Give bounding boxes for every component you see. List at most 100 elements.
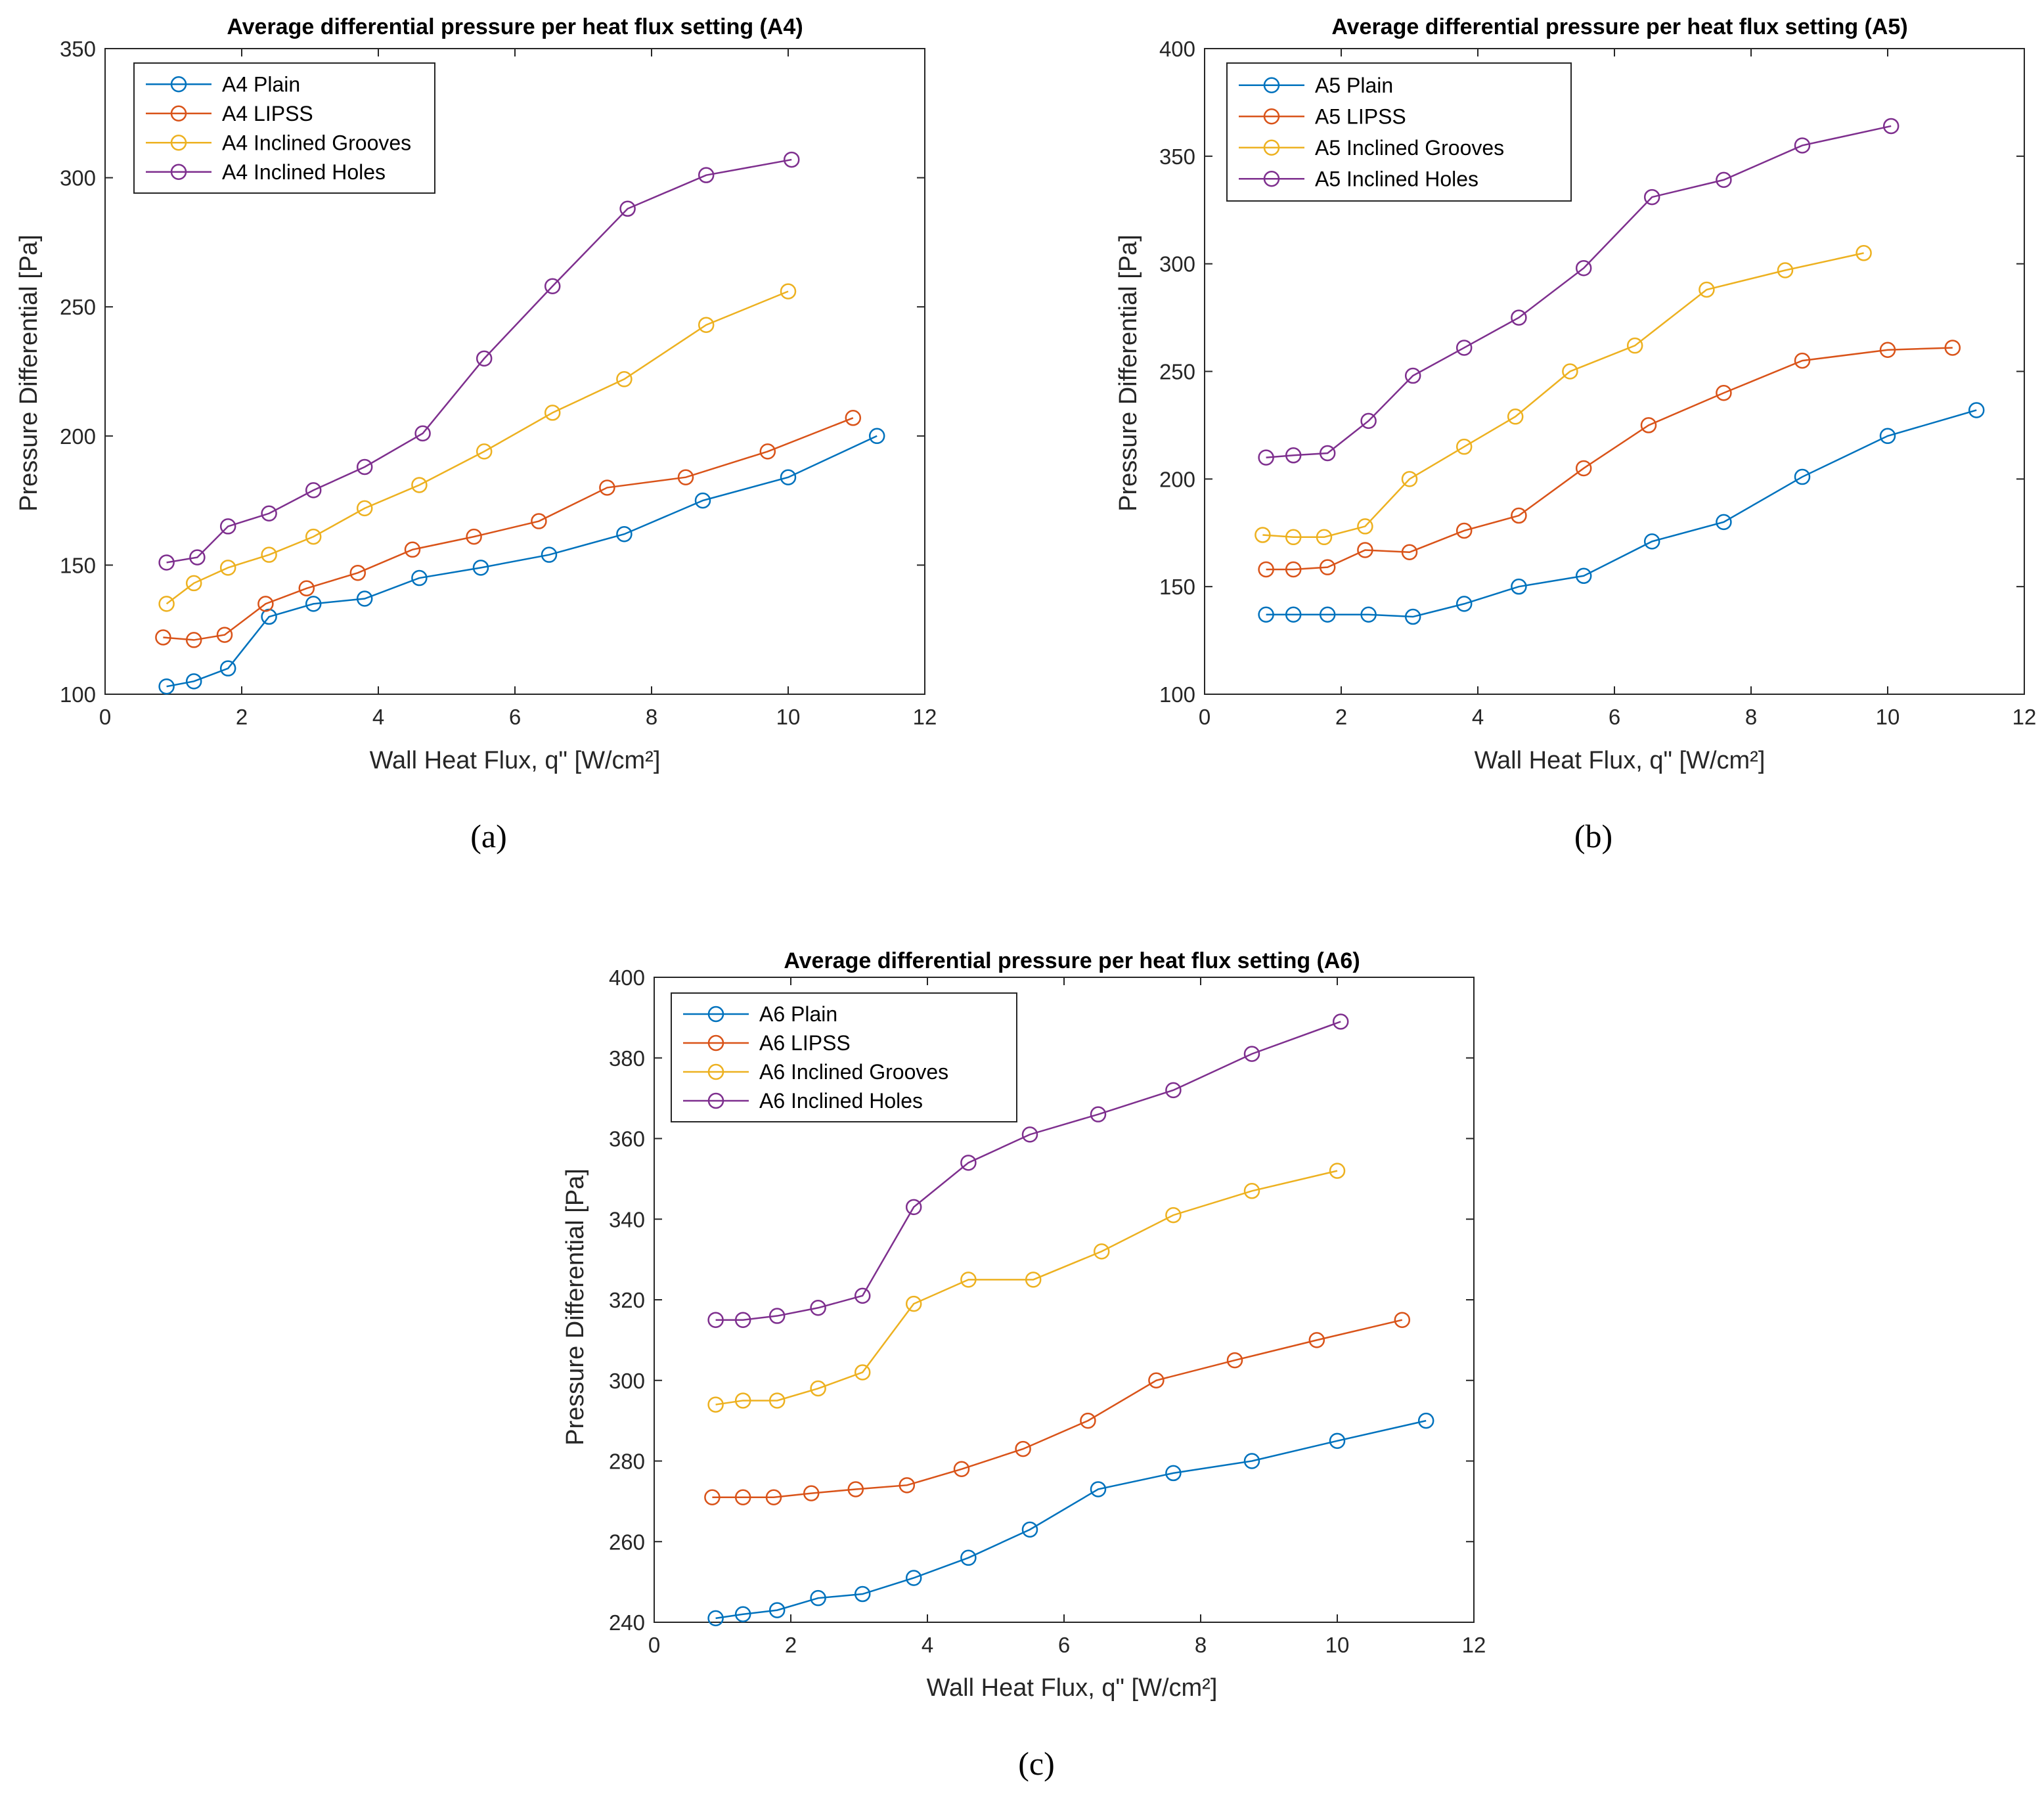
y-tick-label: 100 [60, 682, 96, 707]
data-point-lipss [1511, 507, 1527, 524]
data-point-holes [1882, 118, 1900, 135]
panel-b: Average differential pressure per heat f… [1115, 14, 2036, 854]
x-tick-label: 6 [509, 705, 521, 729]
y-tick-label: 350 [60, 37, 96, 61]
data-point-grooves [1401, 471, 1418, 487]
legend-marker-holes [707, 1092, 724, 1109]
data-point-plain [1165, 1465, 1182, 1482]
data-point-plain [1968, 402, 1985, 418]
data-point-plain [1404, 608, 1421, 625]
data-point-grooves [1507, 409, 1524, 425]
data-point-lipss [216, 627, 233, 643]
data-point-holes [1404, 367, 1421, 384]
data-point-plain [854, 1585, 871, 1603]
data-point-plain [905, 1570, 922, 1586]
data-point-holes [1243, 1046, 1260, 1062]
legend-label: A4 Inclined Grooves [222, 131, 411, 154]
data-point-holes [356, 458, 373, 476]
x-axis-label: Wall Heat Flux, q" [W/cm²] [1475, 747, 1766, 774]
legend-label: A4 Inclined Holes [222, 160, 386, 184]
y-tick-label: 350 [1159, 144, 1195, 169]
x-tick-label: 8 [1745, 705, 1757, 729]
data-point-grooves [698, 317, 715, 333]
x-tick-label: 4 [922, 1633, 933, 1657]
data-point-grooves [810, 1380, 826, 1397]
data-point-lipss [531, 513, 547, 529]
data-point-holes [1716, 171, 1732, 188]
data-point-grooves [1562, 363, 1578, 380]
data-point-lipss [1879, 342, 1896, 358]
data-point-holes [1285, 447, 1302, 464]
data-point-lipss [803, 1485, 820, 1501]
y-axis-label: Pressure Differential [Pa] [15, 234, 43, 512]
chart-title: Average differential pressure per heat f… [784, 948, 1360, 973]
panel-caption: (a) [470, 818, 507, 854]
data-point-plain [1794, 468, 1811, 485]
data-point-plain [616, 525, 633, 543]
data-point-lipss [1308, 1332, 1325, 1348]
legend-label: A6 Inclined Holes [759, 1089, 923, 1113]
data-point-holes [960, 1155, 977, 1171]
data-point-lipss [1716, 385, 1732, 401]
data-point-grooves [1855, 245, 1872, 261]
data-point-lipss [155, 629, 171, 646]
data-point-lipss [349, 564, 367, 581]
series-line-holes [1266, 125, 1892, 458]
data-point-grooves [1093, 1243, 1110, 1260]
data-point-plain [158, 678, 175, 695]
y-tick-label: 360 [609, 1127, 645, 1151]
data-point-grooves [707, 1396, 724, 1413]
data-point-plain [1329, 1432, 1346, 1450]
data-point-plain [780, 469, 797, 485]
data-point-lipss [1394, 1312, 1411, 1328]
data-point-grooves [1243, 1183, 1260, 1199]
legend-label: A6 Inclined Grooves [759, 1060, 948, 1084]
y-tick-label: 200 [60, 424, 96, 449]
legend-label: A6 Plain [759, 1002, 837, 1026]
series-line-grooves [166, 290, 789, 605]
data-point-holes [1090, 1106, 1107, 1122]
series-line-grooves [715, 1170, 1338, 1406]
series-line-plain [1266, 409, 1977, 618]
data-point-lipss [185, 632, 202, 648]
data-point-plain [1643, 533, 1660, 550]
series-line-lipss [163, 417, 854, 641]
data-point-plain [1511, 578, 1527, 595]
data-point-holes [476, 350, 493, 367]
data-point-lipss [466, 528, 482, 545]
data-point-plain [1243, 1453, 1260, 1469]
legend-label: A6 LIPSS [759, 1031, 851, 1055]
data-point-holes [1165, 1082, 1182, 1099]
legend-marker-lipss [707, 1034, 724, 1052]
legend-label: A5 Plain [1315, 74, 1393, 97]
data-point-plain [356, 590, 373, 607]
y-tick-label: 100 [1159, 682, 1195, 707]
data-point-lipss [257, 596, 274, 612]
legend-label: A5 LIPSS [1315, 104, 1406, 128]
data-point-lipss [899, 1477, 916, 1494]
legend-marker-grooves [170, 135, 187, 151]
y-tick-label: 400 [609, 965, 645, 990]
series-line-holes [715, 1021, 1341, 1321]
chart-title: Average differential pressure per heat f… [227, 14, 803, 39]
series-line-plain [166, 435, 878, 688]
x-tick-label: 12 [913, 705, 937, 729]
y-tick-label: 240 [609, 1610, 645, 1635]
data-point-holes [1794, 137, 1811, 154]
y-tick-label: 300 [1159, 252, 1195, 277]
data-point-plain [305, 596, 322, 612]
panel-caption: (c) [1018, 1745, 1055, 1782]
y-tick-label: 250 [1159, 360, 1195, 384]
data-point-grooves [1455, 438, 1473, 455]
data-point-lipss [1357, 542, 1373, 558]
legend-label: A4 LIPSS [222, 102, 313, 125]
data-point-plain [541, 546, 558, 563]
legend-marker-holes [170, 164, 187, 180]
data-point-holes [1319, 445, 1336, 462]
data-point-holes [189, 549, 206, 565]
data-point-plain [1285, 606, 1302, 623]
data-point-holes [261, 505, 277, 522]
data-point-plain [411, 569, 428, 587]
data-point-plain [1360, 606, 1377, 623]
data-point-lipss [1226, 1352, 1243, 1369]
